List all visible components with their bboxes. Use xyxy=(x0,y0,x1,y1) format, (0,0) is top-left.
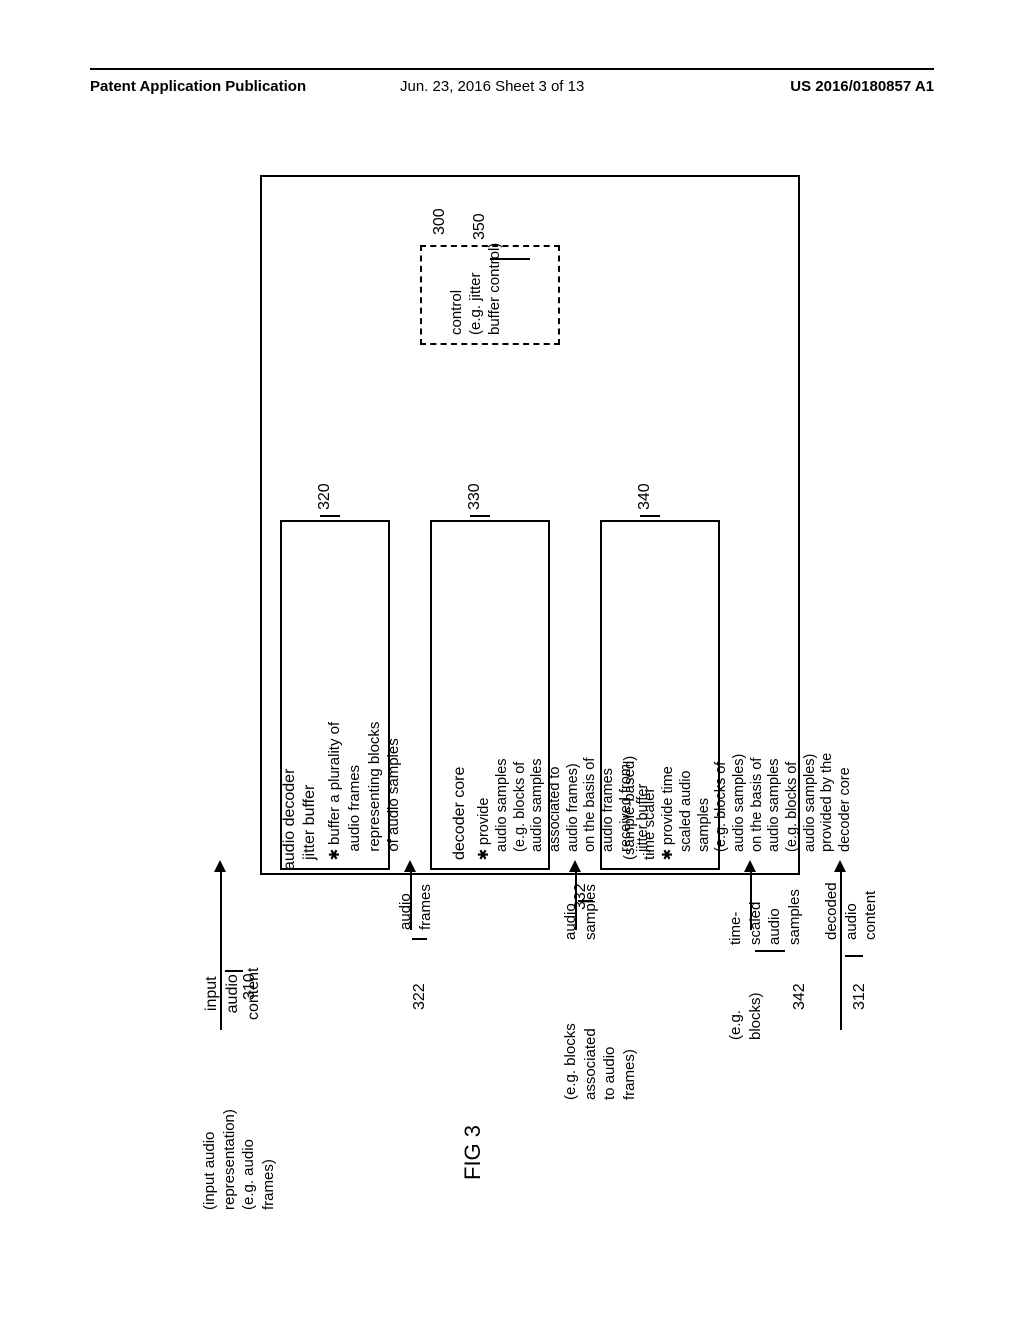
leader-340 xyxy=(640,515,660,517)
output-arrow-head xyxy=(834,860,846,872)
input-label-bottom: (input audio representation) (e.g. audio… xyxy=(200,1109,278,1210)
ref-330: 330 xyxy=(465,483,486,510)
ref-342: 342 xyxy=(790,983,811,1010)
leader-330 xyxy=(470,515,490,517)
arrow-scaler-out-head xyxy=(744,860,756,872)
ref-340: 340 xyxy=(635,483,656,510)
decoder-title: decoder core xyxy=(450,767,471,860)
header-rule xyxy=(90,68,934,70)
leader-320 xyxy=(320,515,340,517)
figure-diagram: audio decoder 300 control(e.g. jitterbuf… xyxy=(90,140,934,1240)
ref-332: 332 xyxy=(571,883,592,910)
leader-312 xyxy=(845,955,863,957)
jitter-out-label: audio frames xyxy=(396,884,435,930)
scaler-title: (sample-based) time scaler xyxy=(620,756,659,860)
header-mid: Jun. 23, 2016 Sheet 3 of 13 xyxy=(400,78,584,95)
ref-350: 350 xyxy=(470,213,491,240)
arrow-jitter-decoder-head xyxy=(404,860,416,872)
ref-310: 310 xyxy=(240,973,261,1000)
arrow-decoder-scaler-head xyxy=(569,860,581,872)
leader-350 xyxy=(490,258,530,260)
leader-322 xyxy=(412,938,427,940)
scaler-desc: ✱ provide time scaled audio samples (e.g… xyxy=(656,753,855,860)
control-label: control(e.g. jitterbuffer control) xyxy=(448,243,504,335)
ref-322: 322 xyxy=(410,983,431,1010)
ref-300: 300 xyxy=(430,208,451,235)
ref-320: 320 xyxy=(315,483,336,510)
scaler-out-label-top: time- scaled audio samples xyxy=(726,889,804,945)
leader-342 xyxy=(755,950,785,952)
jitter-title: jitter buffer xyxy=(300,785,321,860)
header-right: US 2016/0180857 A1 xyxy=(790,78,934,95)
header-left: Patent Application Publication xyxy=(90,78,306,95)
ref-312: 312 xyxy=(850,983,871,1010)
jitter-desc: ✱ buffer a plurality of audio frames rep… xyxy=(322,722,404,860)
decoder-out-label-bottom: (e.g. blocks associated to audio frames) xyxy=(561,1023,639,1100)
leader-332 xyxy=(578,900,593,902)
output-label: decoded audio content xyxy=(822,882,881,940)
figure-label: FIG 3 xyxy=(460,1125,486,1180)
page: Patent Application Publication Jun. 23, … xyxy=(0,0,1024,1320)
scaler-out-label-bottom: (e.g. blocks) xyxy=(726,992,765,1040)
input-arrow-head xyxy=(214,860,226,872)
leader-310 xyxy=(225,970,243,972)
